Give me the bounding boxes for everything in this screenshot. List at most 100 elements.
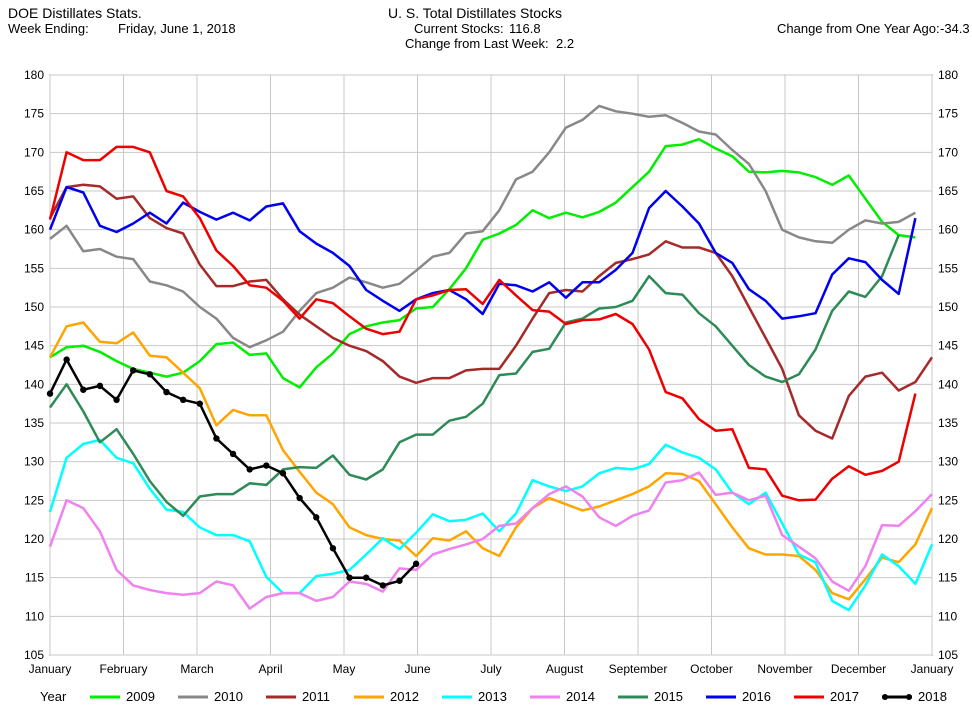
current-stocks-value: 116.8 bbox=[509, 21, 541, 36]
data-point-2018 bbox=[179, 396, 187, 403]
y-tick-label-left: 105 bbox=[24, 648, 44, 662]
data-point-2018 bbox=[80, 386, 87, 393]
y-tick-label-left: 145 bbox=[24, 339, 44, 353]
y-tick-label-left: 110 bbox=[25, 609, 44, 623]
series-line-2009 bbox=[49, 137, 916, 389]
legend-label: 2011 bbox=[302, 689, 330, 704]
y-tick-label-left: 120 bbox=[24, 532, 44, 546]
legend-label: 2018 bbox=[918, 689, 947, 704]
data-point-2018 bbox=[146, 371, 154, 378]
y-tick-label-left: 140 bbox=[24, 377, 44, 391]
x-tick-label: June bbox=[404, 662, 430, 676]
series-line-2016 bbox=[48, 185, 917, 320]
legend-label: 2015 bbox=[654, 689, 683, 704]
x-tick-label: April bbox=[258, 662, 282, 676]
app-title: DOE Distillates Stats. bbox=[8, 5, 142, 21]
series-line-2014 bbox=[48, 471, 933, 610]
data-point-2018 bbox=[196, 400, 203, 407]
series-line-2017 bbox=[48, 145, 917, 502]
y-tick-label-right: 105 bbox=[938, 648, 958, 662]
legend-marker bbox=[882, 694, 888, 700]
data-point-2018 bbox=[229, 450, 237, 458]
x-tick-label: August bbox=[546, 662, 584, 676]
legend-item-2010: 2010 bbox=[178, 689, 243, 704]
data-point-2018 bbox=[329, 545, 337, 552]
last-week-value: 2.2 bbox=[556, 36, 575, 51]
x-tick-label: January bbox=[29, 662, 72, 676]
data-point-2018 bbox=[346, 574, 353, 581]
data-point-2018 bbox=[362, 574, 370, 581]
legend-item-2015: 2015 bbox=[618, 689, 683, 704]
data-point-2018 bbox=[412, 560, 420, 567]
y-tick-label-right: 180 bbox=[938, 68, 958, 82]
y-tick-label-right: 155 bbox=[938, 261, 958, 275]
y-tick-label-left: 175 bbox=[24, 107, 44, 121]
data-point-2018 bbox=[263, 462, 270, 469]
y-tick-label-left: 170 bbox=[24, 145, 44, 159]
y-tick-label-right: 160 bbox=[938, 223, 958, 237]
y-tick-label-right: 110 bbox=[938, 609, 957, 623]
legend-item-2013: 2013 bbox=[442, 689, 507, 704]
y-tick-label-right: 140 bbox=[938, 377, 958, 391]
current-stocks-label: Current Stocks: bbox=[414, 21, 504, 36]
x-tick-label: November bbox=[757, 662, 812, 676]
series-line-2010 bbox=[49, 104, 917, 349]
x-tick-label: December bbox=[831, 662, 886, 676]
y-tick-label-left: 155 bbox=[24, 261, 44, 275]
legend-title: Year bbox=[40, 689, 67, 704]
x-tick-label: February bbox=[99, 662, 147, 676]
legend-label: 2017 bbox=[830, 689, 859, 704]
data-point-2018 bbox=[213, 435, 220, 442]
y-tick-label-left: 130 bbox=[24, 455, 44, 469]
data-point-2018 bbox=[313, 514, 320, 521]
y-tick-label-right: 175 bbox=[938, 107, 958, 121]
y-tick-label-left: 150 bbox=[24, 300, 44, 314]
legend: Year 2009 2010 2011 2012 2013 2014 2015 2016 2017… bbox=[40, 689, 947, 704]
legend-label: 2010 bbox=[214, 689, 243, 704]
x-tick-label: October bbox=[690, 662, 733, 676]
x-tick-label: January bbox=[911, 662, 954, 676]
legend-item-2009: 2009 bbox=[90, 689, 155, 704]
data-point-2018 bbox=[246, 466, 253, 473]
data-point-2018 bbox=[130, 367, 137, 374]
chart-title: U. S. Total Distillates Stocks bbox=[388, 5, 563, 21]
legend-item-2018: 2018 bbox=[882, 689, 947, 704]
week-label: Week Ending: bbox=[8, 21, 89, 36]
series-line-2012 bbox=[48, 321, 934, 601]
y-tick-label-right: 150 bbox=[938, 300, 958, 314]
legend-label: 2009 bbox=[126, 689, 155, 704]
x-tick-label: July bbox=[480, 662, 501, 676]
legend-marker bbox=[906, 694, 912, 700]
series-line-2013 bbox=[48, 438, 934, 612]
x-tick-label: September bbox=[609, 662, 668, 676]
series-line-2011 bbox=[48, 183, 934, 440]
year-ago-value: -34.3 bbox=[940, 21, 970, 36]
data-point-2018 bbox=[279, 470, 287, 477]
legend-item-2011: 2011 bbox=[266, 689, 330, 704]
y-tick-label-left: 115 bbox=[25, 571, 44, 585]
y-tick-label-right: 115 bbox=[938, 571, 957, 585]
data-point-2018 bbox=[163, 388, 170, 396]
data-point-2018 bbox=[379, 582, 387, 589]
y-tick-label-left: 135 bbox=[24, 416, 44, 430]
y-tick-label-left: 160 bbox=[24, 223, 44, 237]
data-point-2018 bbox=[396, 577, 403, 584]
legend-label: 2016 bbox=[742, 689, 771, 704]
legend-label: 2012 bbox=[390, 689, 419, 704]
legend-label: 2014 bbox=[566, 689, 595, 704]
gridlines bbox=[49, 74, 933, 656]
legend-label: 2013 bbox=[478, 689, 507, 704]
legend-item-2012: 2012 bbox=[354, 689, 419, 704]
y-tick-label-right: 135 bbox=[938, 416, 958, 430]
legend-item-2017: 2017 bbox=[794, 689, 859, 704]
y-tick-label-right: 145 bbox=[938, 339, 958, 353]
y-tick-label-right: 130 bbox=[938, 455, 958, 469]
data-point-2018 bbox=[46, 390, 54, 397]
series-lines bbox=[46, 104, 934, 612]
data-point-2018 bbox=[63, 356, 70, 363]
y-tick-label-right: 165 bbox=[938, 184, 958, 198]
year-ago-label: Change from One Year Ago: bbox=[777, 21, 940, 36]
y-tick-label-left: 180 bbox=[24, 68, 44, 82]
last-week-label: Change from Last Week: bbox=[405, 36, 549, 51]
